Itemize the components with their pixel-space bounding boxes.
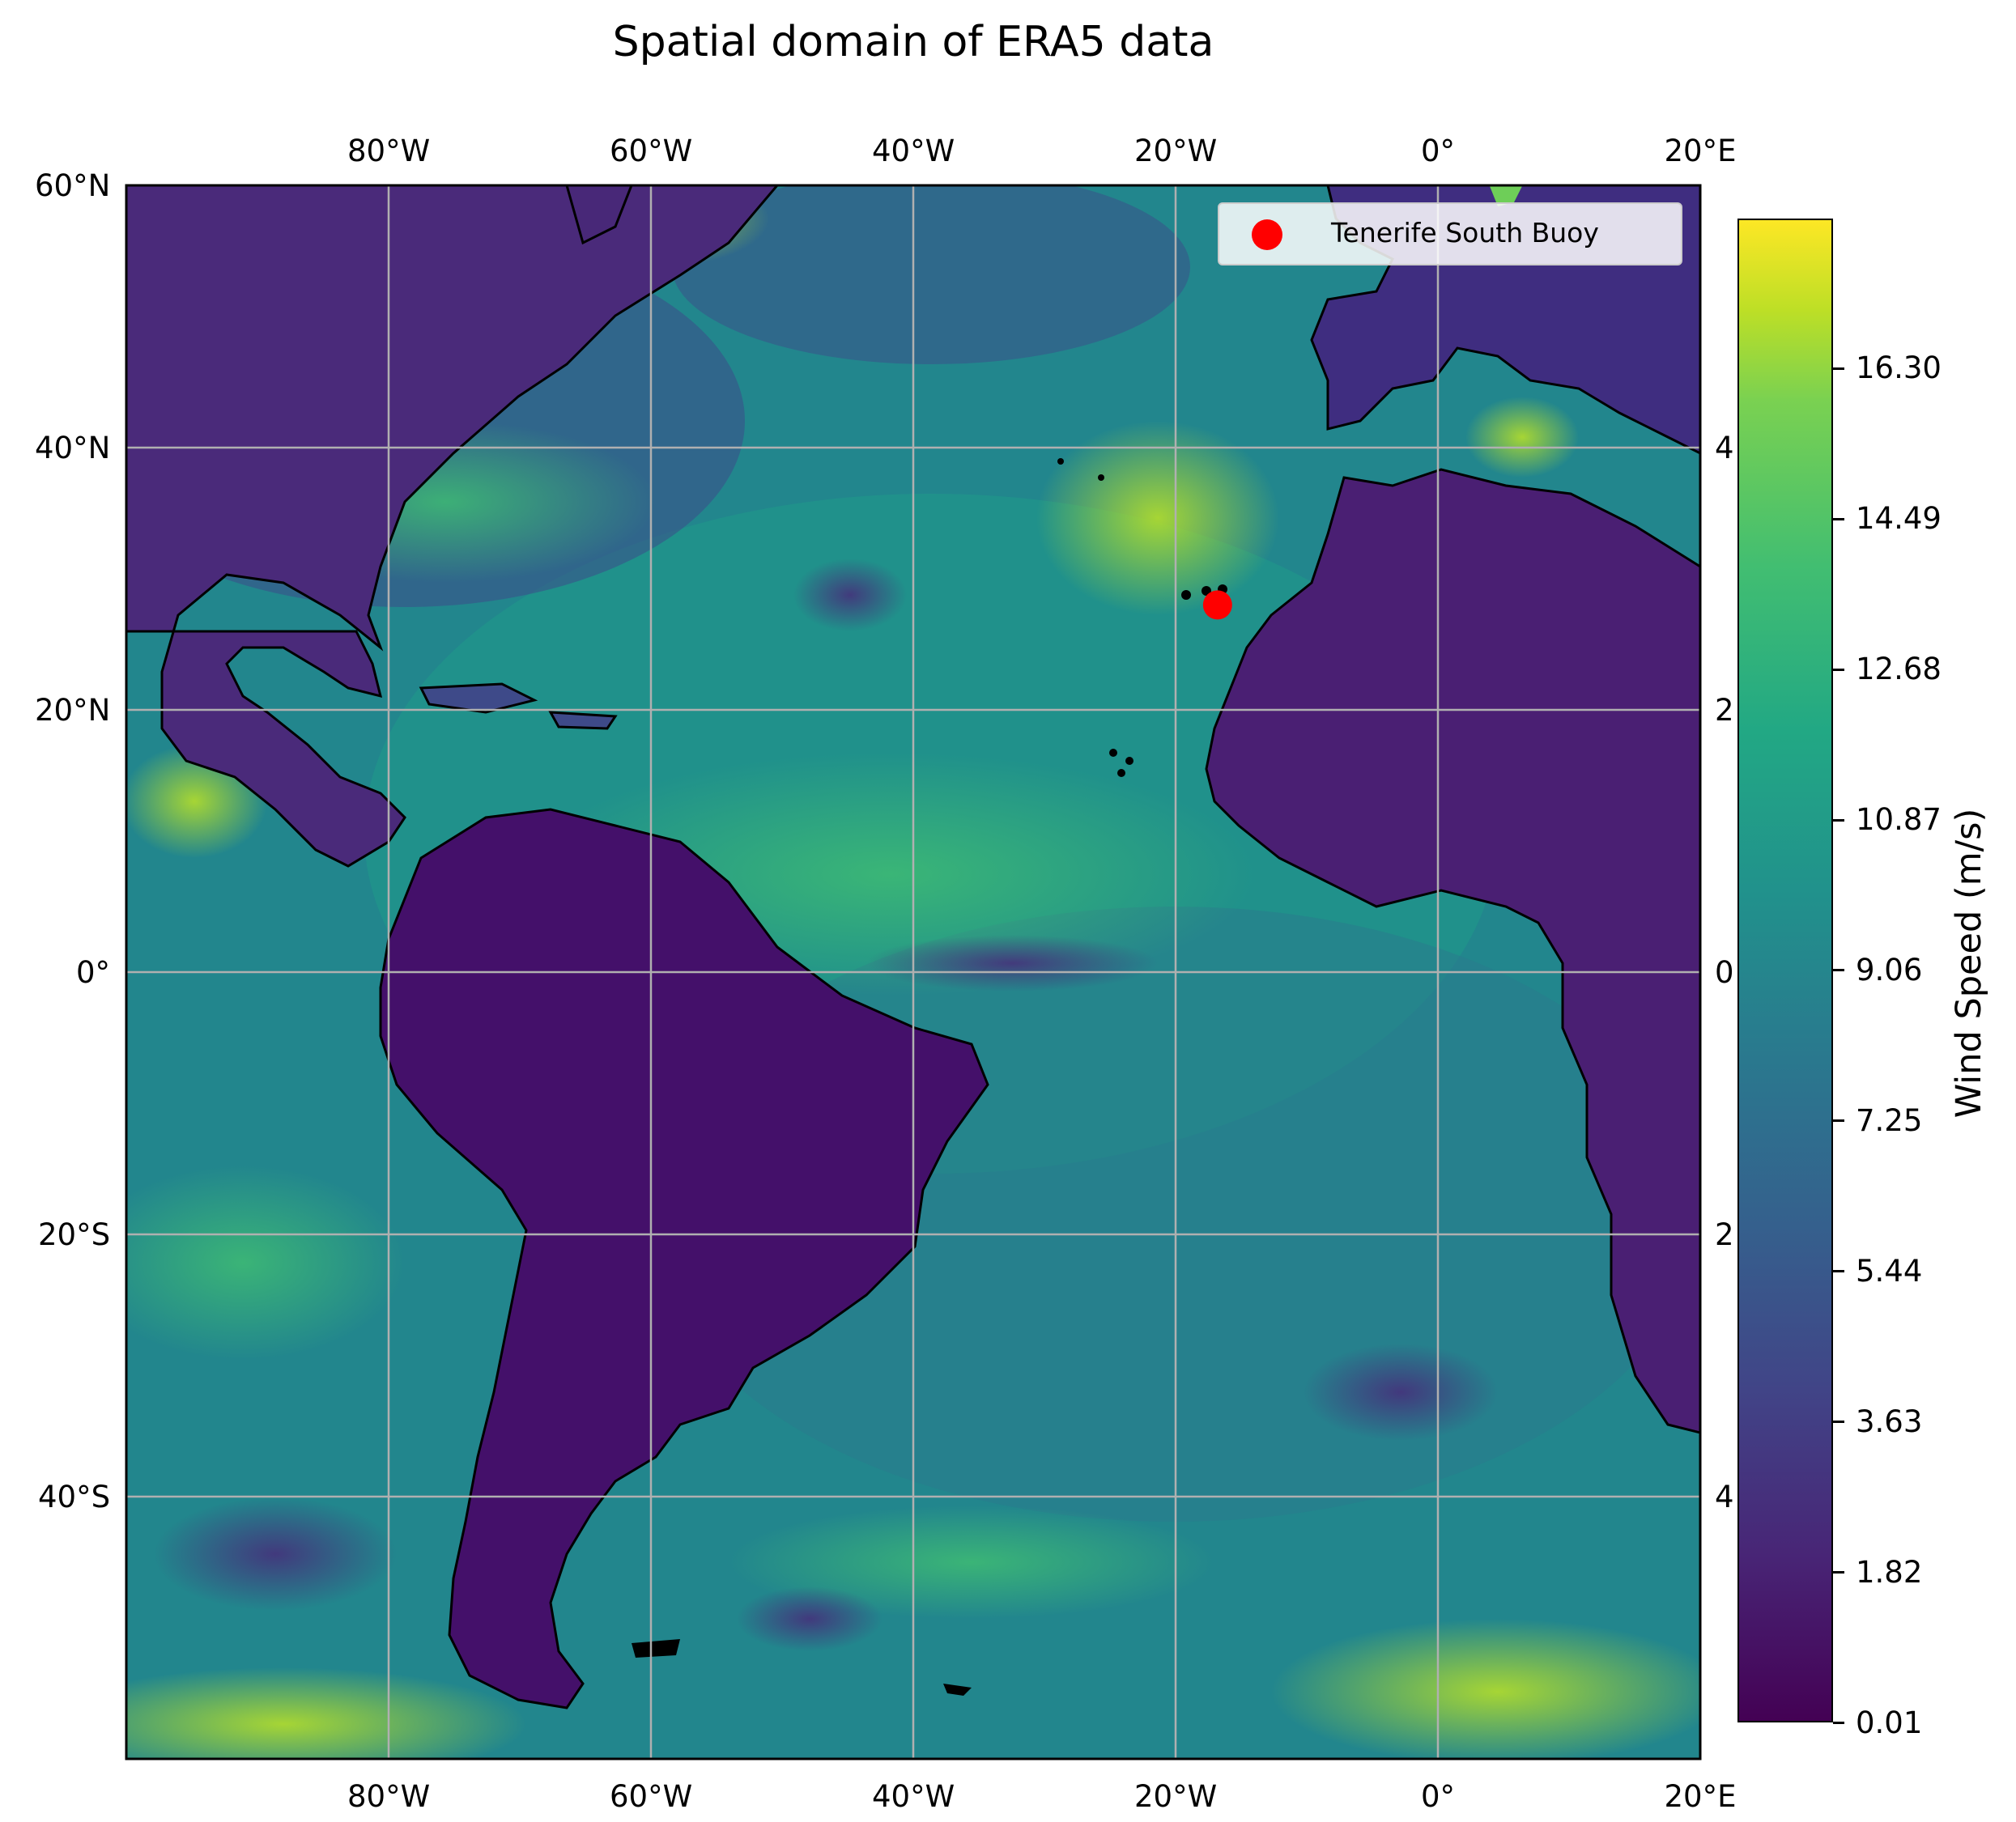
colorbar-tick-mark	[1833, 1421, 1844, 1424]
colorbar-tick-mark	[1833, 1270, 1844, 1273]
bottom-lon-tick-label: 0°	[1421, 1778, 1456, 1814]
top-lon-tick-label: 20°E	[1664, 133, 1737, 168]
colorbar	[1737, 219, 1833, 1722]
colorbar-tick-label: 16.30	[1856, 350, 1942, 386]
colorbar-tick-label: 9.06	[1856, 952, 1923, 987]
colorbar-tick-label: 3.63	[1856, 1404, 1923, 1439]
left-lat-tick-label: 20°S	[38, 1217, 111, 1252]
colorbar-tick-label: 7.25	[1856, 1102, 1923, 1138]
legend: Tenerife South Buoy	[1218, 202, 1682, 265]
right-lat-tick-label: 0	[1715, 954, 1734, 990]
map-frame	[125, 184, 1702, 1760]
bottom-lon-tick-label: 20°W	[1134, 1778, 1218, 1814]
colorbar-label: Wind Speed (m/s)	[1949, 808, 1989, 1119]
wind-field	[126, 185, 1700, 1759]
colorbar-tick-label: 1.82	[1856, 1554, 1923, 1590]
bottom-lon-tick-label: 60°W	[610, 1778, 693, 1814]
chart-title: Spatial domain of ERA5 data	[612, 18, 1214, 66]
bottom-lon-tick-label: 20°E	[1664, 1778, 1737, 1814]
right-lat-tick-label: 2	[1715, 692, 1734, 728]
left-lat-tick-label: 20°N	[35, 692, 111, 728]
left-lat-tick-label: 60°N	[35, 168, 111, 203]
colorbar-tick-mark	[1833, 1119, 1844, 1123]
colorbar-tick-label: 10.87	[1856, 802, 1942, 838]
top-lon-tick-label: 20°W	[1134, 133, 1218, 168]
colorbar-tick-mark	[1833, 367, 1844, 370]
tenerife-buoy-marker[interactable]	[1202, 590, 1232, 620]
top-lon-tick-label: 60°W	[610, 133, 693, 168]
colorbar-tick-label: 12.68	[1856, 652, 1942, 687]
colorbar-tick-label: 5.44	[1856, 1253, 1923, 1289]
colorbar-tick-mark	[1833, 1571, 1844, 1574]
top-lon-tick-label: 0°	[1421, 133, 1456, 168]
left-lat-tick-label: 40°S	[38, 1479, 111, 1514]
top-lon-tick-label: 40°W	[872, 133, 955, 168]
colorbar-tick-mark	[1833, 818, 1844, 822]
left-lat-tick-label: 40°N	[35, 430, 111, 465]
bottom-lon-tick-label: 40°W	[872, 1778, 955, 1814]
right-lat-tick-label: 4	[1715, 1479, 1734, 1514]
right-lat-tick-label: 4	[1715, 430, 1734, 465]
colorbar-tick-mark	[1833, 969, 1844, 972]
colorbar-tick-mark	[1833, 517, 1844, 520]
colorbar-tick-label: 14.49	[1856, 501, 1942, 537]
bottom-lon-tick-label: 80°W	[347, 1778, 431, 1814]
colorbar-tick-label: 0.01	[1856, 1705, 1923, 1740]
legend-label: Tenerife South Buoy	[1331, 217, 1599, 248]
top-lon-tick-label: 80°W	[347, 133, 431, 168]
left-lat-tick-label: 0°	[76, 954, 111, 990]
colorbar-tick-mark	[1833, 1722, 1844, 1724]
legend-marker-icon	[1252, 219, 1282, 250]
colorbar-tick-mark	[1833, 668, 1844, 671]
right-lat-tick-label: 2	[1715, 1217, 1734, 1252]
